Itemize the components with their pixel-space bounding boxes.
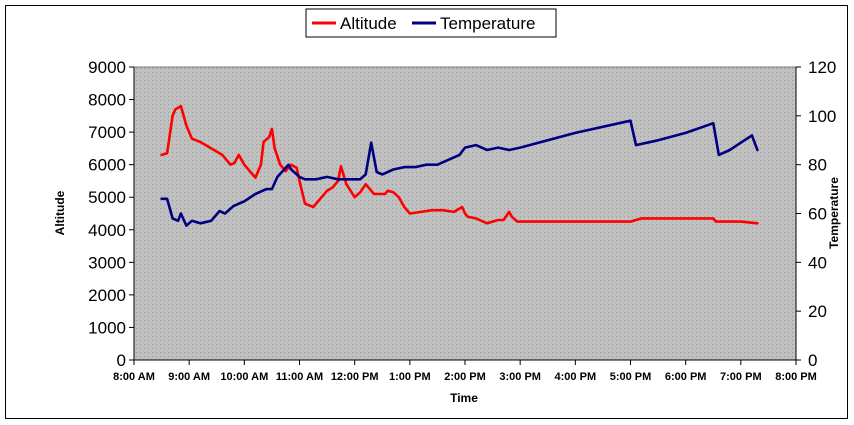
- y-right-tick-label: 0: [808, 351, 817, 370]
- legend-label-temperature: Temperature: [440, 14, 535, 33]
- x-axis: 8:00 AM 9:00 AM 10:00 AM 11:00 AM 12:00 PM 1:…: [113, 359, 817, 383]
- x-tick-label: 11:00 AM: [276, 371, 323, 383]
- y-right-tick-label: 120: [808, 58, 836, 77]
- y-left-tick-label: 6000: [88, 156, 126, 175]
- y-right-tick-label: 100: [808, 107, 836, 126]
- x-tick-label: 4:00 PM: [555, 371, 597, 383]
- x-tick-label: 6:00 PM: [665, 371, 707, 383]
- y-left-tick-label: 7000: [88, 123, 126, 142]
- series-line-temperature: [160, 119, 759, 227]
- legend-label-altitude: Altitude: [340, 14, 397, 33]
- x-tick-label: 12:00 PM: [331, 371, 379, 383]
- x-tick-label: 1:00 PM: [389, 371, 431, 383]
- legend: Altitude Temperature: [305, 8, 557, 38]
- y-right-tick-label: 20: [808, 302, 827, 321]
- x-tick-label: 5:00 PM: [610, 371, 652, 383]
- y-left-tick-label: 9000: [88, 58, 126, 77]
- y-right-axis-title: Temperature: [827, 177, 841, 249]
- y-left-tick-label: 3000: [88, 253, 126, 272]
- x-tick-label: 9:00 AM: [168, 371, 210, 383]
- x-tick-label: 2:00 PM: [444, 371, 486, 383]
- x-tick-label: 8:00 PM: [775, 371, 817, 383]
- y-left-tick-label: 5000: [88, 188, 126, 207]
- left-axis: 0 1000 2000 3000 4000 5000 6000 7000 8000 9000: [88, 58, 135, 370]
- series-line-altitude: [160, 104, 759, 225]
- y-left-tick-label: 1000: [88, 318, 126, 337]
- x-tick-label: 8:00 AM: [113, 371, 155, 383]
- y-left-tick-label: 0: [117, 351, 126, 370]
- y-left-tick-label: 8000: [88, 91, 126, 110]
- right-axis: 0 20 40 60 80 100 120: [795, 58, 836, 370]
- y-right-tick-label: 80: [808, 156, 827, 175]
- x-axis-title: Time: [450, 391, 478, 405]
- x-tick-label: 7:00 PM: [720, 371, 762, 383]
- y-left-tick-label: 4000: [88, 221, 126, 240]
- x-tick-label: 10:00 AM: [220, 371, 268, 383]
- x-tick-label: 3:00 PM: [499, 371, 541, 383]
- y-right-tick-label: 40: [808, 253, 827, 272]
- y-left-tick-label: 2000: [88, 286, 126, 305]
- y-right-tick-label: 60: [808, 205, 827, 224]
- y-left-axis-title: Altitude: [53, 190, 67, 235]
- series-group: [160, 104, 759, 227]
